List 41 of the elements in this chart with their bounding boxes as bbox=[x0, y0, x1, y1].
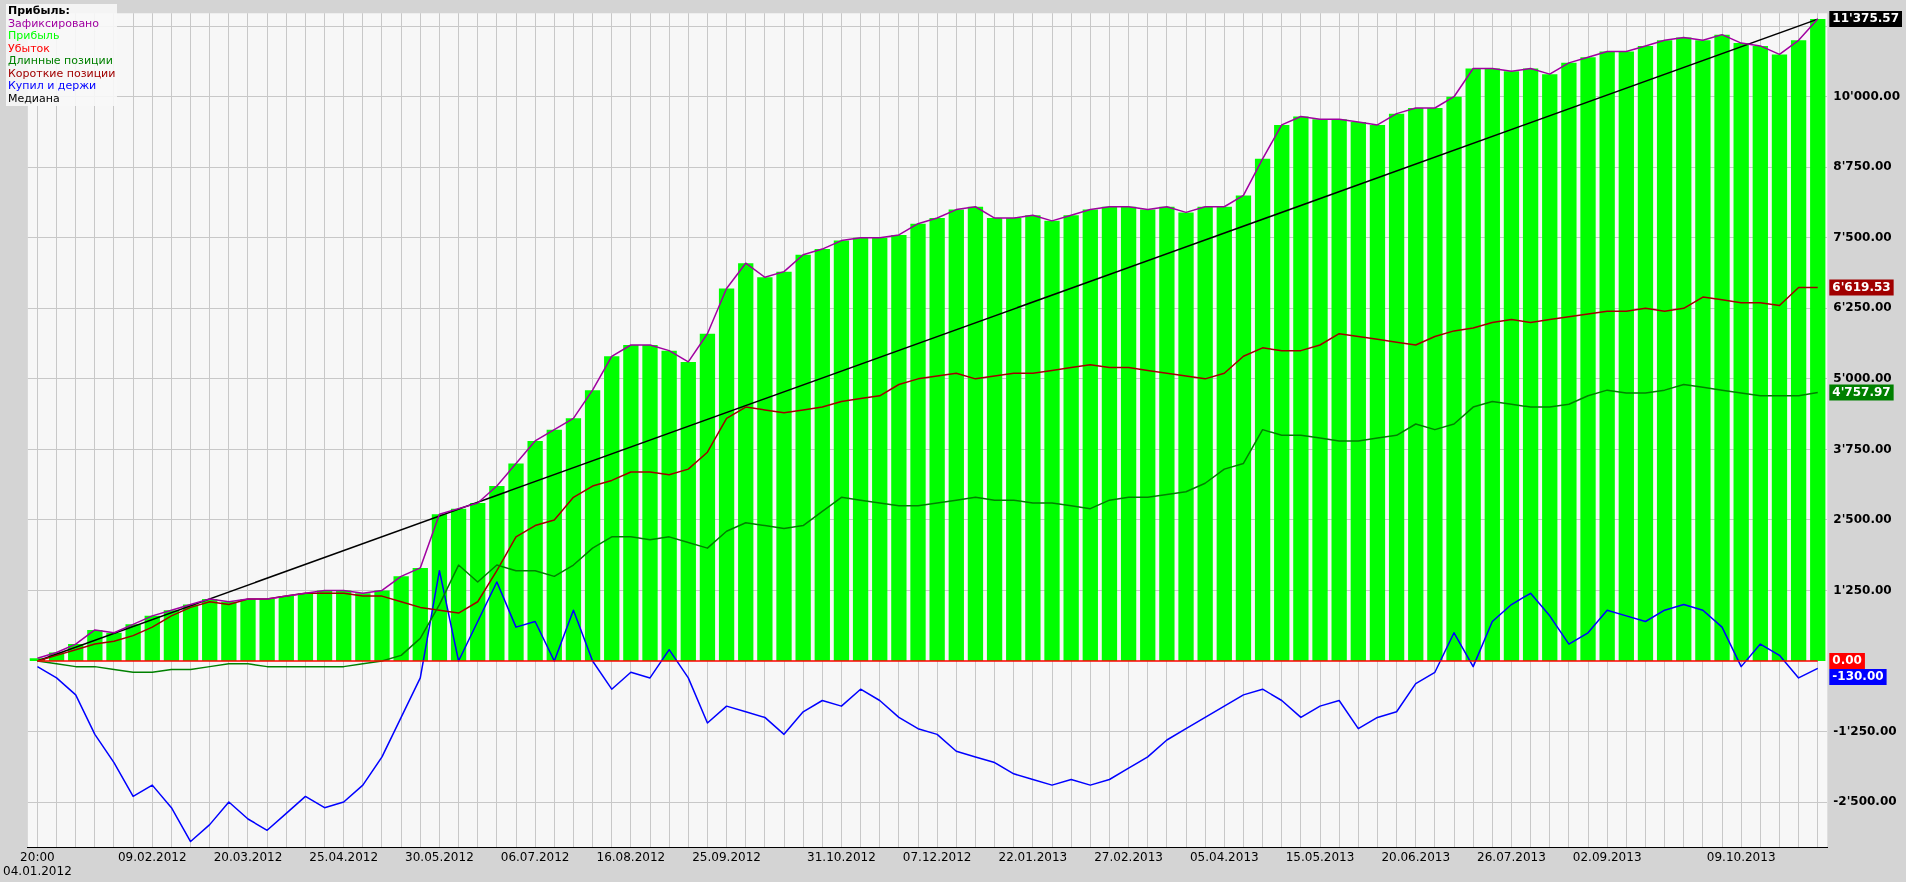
y-tick-label: -1'250.00 bbox=[1833, 723, 1897, 738]
x-tick-label: 20:00 04.01.2012 bbox=[3, 849, 72, 878]
x-tick-label: 15.05.2013 bbox=[1285, 849, 1355, 864]
x-tick-label: 30.05.2012 bbox=[405, 849, 474, 864]
x-tick-label: 09.02.2012 bbox=[117, 849, 187, 864]
data-label: 11'375.57 bbox=[1832, 11, 1900, 26]
x-tick-label: 09.10.2013 bbox=[1706, 849, 1776, 864]
y-tick-label: 3'750.00 bbox=[1833, 441, 1892, 456]
x-tick-label: 22.01.2013 bbox=[998, 849, 1068, 864]
data-label: 4'757.97 bbox=[1832, 384, 1891, 399]
legend-title: Прибыль: bbox=[8, 4, 71, 18]
x-tick-label: 25.04.2012 bbox=[309, 849, 379, 864]
x-tick-label: 26.07.2013 bbox=[1477, 849, 1546, 864]
x-tick-label: 27.02.2013 bbox=[1094, 849, 1163, 864]
y-tick-label: 1'250.00 bbox=[1833, 582, 1892, 597]
text: Короткие позиции bbox=[8, 66, 116, 80]
x-tick-label: 20.03.2012 bbox=[213, 849, 283, 864]
text: Зафиксировано bbox=[8, 16, 101, 30]
text: Длинные позиции bbox=[8, 54, 114, 68]
x-tick-label: 02.09.2013 bbox=[1572, 849, 1642, 864]
x-tick-label: 07.12.2012 bbox=[902, 849, 972, 864]
data-label: -130.00 bbox=[1832, 669, 1884, 684]
x-tick-label: 25.09.2012 bbox=[692, 849, 761, 864]
x-tick-label: 31.10.2012 bbox=[807, 849, 876, 864]
y-tick-label: 5'000.00 bbox=[1833, 370, 1892, 385]
y-tick-label: 8'750.00 bbox=[1833, 159, 1892, 174]
y-tick-label: 2'500.00 bbox=[1833, 512, 1892, 527]
x-tick-label: 16.08.2012 bbox=[596, 849, 666, 864]
y-tick-label: 7'500.00 bbox=[1833, 229, 1892, 244]
x-tick-label: 06.07.2012 bbox=[500, 849, 570, 864]
text: Убыток bbox=[8, 41, 51, 55]
x-tick-label: 05.04.2013 bbox=[1189, 849, 1259, 864]
text: Купил и держи bbox=[8, 79, 98, 93]
y-tick-label: 10'000.00 bbox=[1833, 88, 1901, 103]
text: Медиана bbox=[8, 91, 61, 105]
data-label: 6'619.53 bbox=[1832, 279, 1891, 294]
x-tick-label: 20.06.2013 bbox=[1381, 849, 1451, 864]
text: Прибыль bbox=[8, 29, 61, 43]
y-tick-label: 6'250.00 bbox=[1833, 300, 1892, 315]
data-label: 0.00 bbox=[1832, 653, 1862, 668]
y-tick-label: -2'500.00 bbox=[1833, 794, 1897, 809]
